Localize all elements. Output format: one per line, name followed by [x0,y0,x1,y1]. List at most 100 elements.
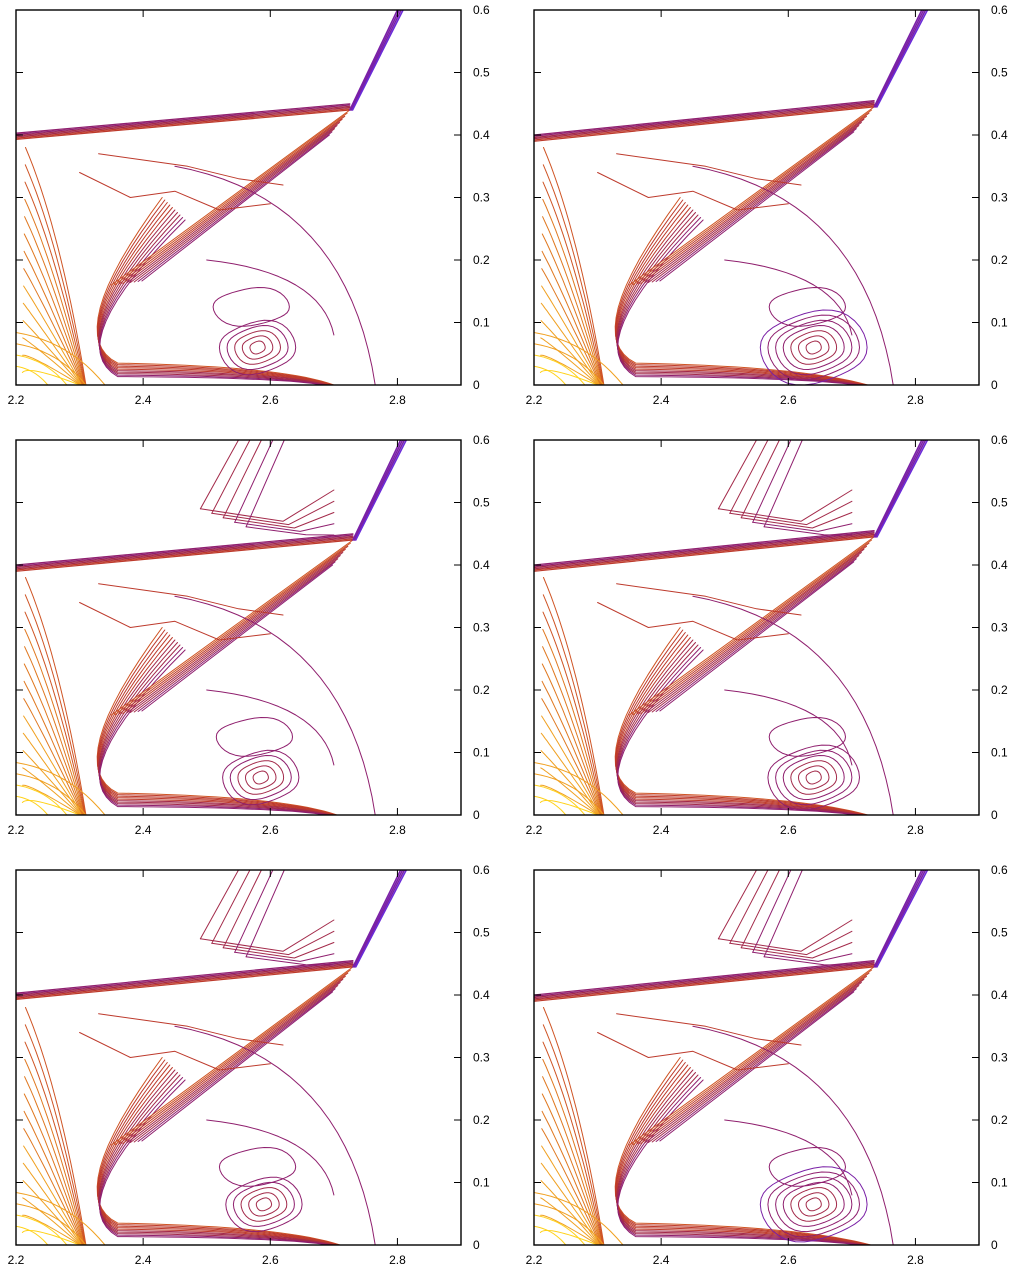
slip-line-contour [114,969,351,1145]
y-tick-label: 0.1 [991,746,1008,760]
wall-jet-contour [614,627,869,815]
y-tick-label: 0 [473,378,480,392]
incident-shock-contour [534,966,875,1002]
x-tick-label: 2.8 [907,393,924,407]
fan-contour [539,1230,599,1245]
panel-bottom-right: 2.2 2.4 2.6 2.8 0 0.1 0.2 0.3 0.4 0.5 0.6 [526,863,1008,1267]
incident-shock-contour [534,101,875,137]
upper-wave-contour [740,870,780,949]
wall-jet-contour [616,1074,863,1245]
fan-contour [23,1145,83,1245]
fan-contour [25,147,87,385]
corner-contour [16,773,87,815]
fan-contour [24,216,85,385]
slip-line-contour [640,115,867,284]
fan-contour [543,1007,605,1245]
y-tick-label: 0 [473,808,480,822]
wall-jet-contour [617,219,857,385]
slip-line-contour [636,972,870,1145]
vortex-contour [232,1181,295,1227]
upper-shock-contour [355,870,408,968]
upper-wave-contour [234,440,274,523]
wall-jet-contour [615,1059,871,1245]
incident-shock-contour [534,533,875,570]
wall-jet-contour [616,1069,866,1245]
fan-contour [24,1058,85,1245]
bow-contour [206,259,335,336]
fan-contour [541,698,601,815]
fan-contour [542,216,603,385]
vortex-contour [226,325,289,370]
y-tick-label: 0.3 [991,191,1008,205]
upper-wave-contour [245,956,335,966]
corner-contour [534,1214,586,1245]
fan-contour [22,784,81,815]
wall-jet-contour [99,649,327,815]
slip-line-contour [628,966,875,1146]
x-tick-label: 2.2 [526,393,543,407]
wall-jet-contour [98,637,333,815]
incident-shock-contour [534,531,875,567]
upper-wave-contour [763,440,803,528]
y-tick-label: 0.2 [473,1113,490,1127]
vortex-outer-contour [215,717,293,757]
upper-shock-contour [353,440,404,541]
upper-wave-contour [234,521,335,532]
corner-contour [16,795,49,815]
x-tick-label: 2.6 [262,393,279,407]
slip-line-contour [632,539,873,715]
upper-wave-contour [752,521,853,532]
vortex-contour [249,340,266,355]
fan-contour [24,198,85,385]
x-tick-label: 2.6 [262,1253,279,1267]
contour-lines [534,440,929,815]
vortex-outer-contour [768,287,846,327]
x-tick-label: 2.2 [526,823,543,837]
slip-line-contour [118,972,349,1145]
incident-shock-contour [534,536,875,572]
x-tick-label: 2.6 [780,823,797,837]
fan-contour [24,1024,86,1245]
vortex-contour [798,765,830,790]
fan-contour [22,354,81,385]
incident-shock-contour [534,962,875,999]
incident-shock-contour [534,961,875,997]
slip-line-contour [137,988,336,1142]
fan-contour [23,233,84,385]
y-tick-label: 0.5 [991,926,1008,940]
incident-shock-contour [16,539,354,572]
fan-contour [23,268,83,385]
upper-shock-contour [874,870,925,968]
wall-jet-contour [98,644,329,815]
upper-wave-contour [199,919,335,952]
vortex-contour [225,1176,303,1233]
fan-contour [541,250,602,385]
contour-lines [534,870,929,1245]
upper-wave-contour [717,440,757,510]
upper-wave-contour [222,870,262,949]
wall-jet-contour [616,642,861,815]
slip-line-contour [129,125,338,283]
wall-jet-contour [99,219,323,385]
wall-jet-contour [98,642,330,815]
corner-contour [16,1214,68,1245]
fan-contour [541,1128,601,1245]
fan-contour [23,1128,83,1245]
vortex-contour [775,319,853,376]
x-tick-label: 2.6 [262,823,279,837]
region-contour [616,1013,802,1046]
incident-shock-contour [534,100,875,136]
wall-jet-contour [616,209,862,385]
wall-jet-contour [617,1077,862,1245]
wall-jet-contour [98,214,326,385]
fan-contour [540,337,599,385]
x-tick-label: 2.4 [653,393,670,407]
upper-wave-contour [740,440,780,519]
fan-contour [24,181,86,385]
upper-shock-contour [873,870,923,968]
corner-contour [534,773,605,815]
fan-contour [543,577,605,815]
corner-contour [534,1225,567,1245]
fan-contour [23,250,84,385]
